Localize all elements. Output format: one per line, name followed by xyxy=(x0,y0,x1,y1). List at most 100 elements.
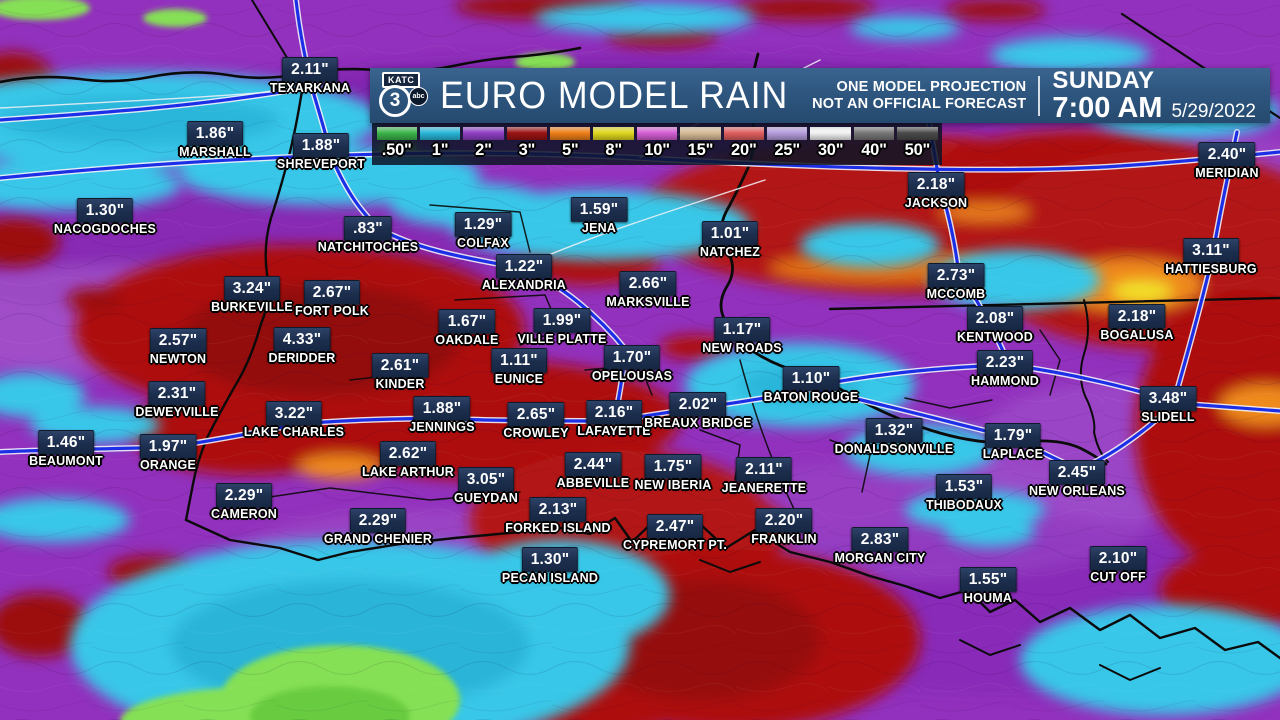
city-label: 2.18" BOGALUSA xyxy=(1100,304,1173,342)
city-label: 4.33" DERIDDER xyxy=(269,327,336,365)
city-label: 1.97" ORANGE xyxy=(139,434,197,472)
city-name: KENTWOOD xyxy=(957,329,1033,344)
rainfall-value: 1.17" xyxy=(713,317,771,342)
city-label: 1.29" COLFAX xyxy=(454,212,512,250)
city-label: 2.16" LAFAYETTE xyxy=(577,400,651,438)
city-name: NEW IBERIA xyxy=(634,477,712,492)
legend-tick: 5" xyxy=(549,127,592,161)
city-label: 2.66" MARKSVILLE xyxy=(606,271,689,309)
city-label: 1.53" THIBODAUX xyxy=(926,474,1002,512)
city-label: 3.48" SLIDELL xyxy=(1139,386,1197,424)
city-label: 1.70" OPELOUSAS xyxy=(592,345,672,383)
city-name: FORKED ISLAND xyxy=(505,520,611,535)
city-name: BREAUX BRIDGE xyxy=(644,415,752,430)
katc-logo-text: KATC xyxy=(382,71,421,88)
legend-tick: 15" xyxy=(679,127,722,161)
rainfall-value: 3.05" xyxy=(457,467,515,492)
legend-swatch xyxy=(853,127,895,140)
city-name: NEW ORLEANS xyxy=(1029,483,1125,498)
valid-day: SUNDAY xyxy=(1052,66,1155,94)
abc-network-badge: abc xyxy=(409,86,428,106)
city-label: 2.02" BREAUX BRIDGE xyxy=(644,392,752,430)
city-label: 1.75" NEW IBERIA xyxy=(635,454,712,492)
disclaimer-line-2: NOT AN OFFICIAL FORECAST xyxy=(812,95,1027,112)
city-label: 3.11" HATTIESBURG xyxy=(1165,238,1257,276)
legend-tick: 50" xyxy=(896,127,939,161)
city-name: GUEYDAN xyxy=(454,490,518,505)
city-label: 1.99" VILLE PLATTE xyxy=(518,308,607,346)
city-name: JACKSON xyxy=(904,195,968,210)
city-name: MARSHALL xyxy=(179,144,251,159)
legend-swatch xyxy=(593,127,634,140)
city-name: HATTIESBURG xyxy=(1165,261,1257,276)
city-label: 2.57" NEWTON xyxy=(149,328,207,366)
city-label: 3.24" BURKEVILLE xyxy=(211,276,293,314)
city-name: LAKE ARTHUR xyxy=(361,464,455,479)
rainfall-value: 1.86" xyxy=(186,121,244,146)
city-label: 1.01" NATCHEZ xyxy=(700,221,760,259)
rainfall-value: 1.55" xyxy=(959,567,1017,592)
city-label: 1.88" SHREVEPORT xyxy=(277,133,365,171)
city-name: TEXARKANA xyxy=(269,80,351,95)
disclaimer-line-1: ONE MODEL PROJECTION xyxy=(836,78,1027,95)
rainfall-value: 2.66" xyxy=(619,271,677,296)
city-label: 2.44" ABBEVILLE xyxy=(557,452,630,490)
rainfall-value: 1.30" xyxy=(76,198,134,223)
city-name: ALEXANDRIA xyxy=(482,277,566,292)
city-label: 2.31" DEWEYVILLE xyxy=(135,381,218,419)
city-label: 2.08" KENTWOOD xyxy=(957,306,1033,344)
legend-swatch xyxy=(767,127,808,140)
city-label: 2.13" FORKED ISLAND xyxy=(505,497,610,535)
city-name: FRANKLIN xyxy=(751,531,817,546)
city-name: OAKDALE xyxy=(435,332,499,347)
legend-tick-label: 8" xyxy=(605,141,622,159)
rainfall-value: 2.18" xyxy=(907,172,965,197)
rainfall-value: 2.18" xyxy=(1108,304,1166,329)
city-name: CAMERON xyxy=(211,506,277,521)
disclaimer-text: ONE MODEL PROJECTION NOT AN OFFICIAL FOR… xyxy=(812,79,1026,112)
city-name: FORT POLK xyxy=(294,303,370,318)
city-label: 1.32" DONALDSONVILLE xyxy=(835,418,954,456)
city-name: HOUMA xyxy=(963,590,1013,605)
katc-logo: KATC 3 abc xyxy=(378,71,432,121)
legend-swatch xyxy=(723,127,765,140)
rainfall-value: 2.08" xyxy=(966,306,1024,331)
city-label: 1.22" ALEXANDRIA xyxy=(482,254,566,292)
rainfall-value: 2.62" xyxy=(379,441,437,466)
city-name: NATCHEZ xyxy=(699,244,761,259)
header-divider xyxy=(1038,75,1041,116)
city-name: CROWLEY xyxy=(503,425,569,440)
city-label: 3.22" LAKE CHARLES xyxy=(244,401,344,439)
city-name: MARKSVILLE xyxy=(606,294,690,309)
rainfall-value: 1.75" xyxy=(644,454,702,479)
legend-swatch xyxy=(419,127,461,140)
legend-tick: 20" xyxy=(722,127,765,161)
rainfall-value: 2.57" xyxy=(149,328,207,353)
city-label: 2.40" MERIDIAN xyxy=(1195,142,1259,180)
rainfall-value: 1.22" xyxy=(495,254,553,279)
rainfall-value: 2.40" xyxy=(1198,142,1256,167)
valid-time: 7:00 AM xyxy=(1052,91,1163,124)
city-name: KINDER xyxy=(375,376,425,391)
city-name: DONALDSONVILLE xyxy=(834,441,954,456)
page-title: EURO MODEL RAIN xyxy=(440,74,789,117)
city-label: 2.47" CYPREMORT PT. xyxy=(623,514,727,552)
city-label: 2.45" NEW ORLEANS xyxy=(1029,460,1125,498)
city-label: 2.83" MORGAN CITY xyxy=(834,527,925,565)
rainfall-value: 3.11" xyxy=(1183,238,1239,263)
rainfall-value: 2.11" xyxy=(282,57,338,82)
rainfall-color-scale: .50" 1" 2" 3" 5" 8" 10" 15" 20" 25" 30" 40" 50" xyxy=(372,123,942,165)
legend-tick: 25" xyxy=(766,127,809,161)
legend-tick-label: 5" xyxy=(561,141,579,159)
rainfall-value: 2.29" xyxy=(215,483,273,508)
rainfall-value: 2.13" xyxy=(529,497,587,522)
rainfall-value: 1.30" xyxy=(521,547,579,572)
city-name: MORGAN CITY xyxy=(834,550,926,565)
legend-tick-label: 40" xyxy=(861,141,887,159)
legend-tick-label: 30" xyxy=(817,141,844,159)
rainfall-value: 1.88" xyxy=(413,396,471,421)
city-label: 1.55" HOUMA xyxy=(959,567,1017,605)
rainfall-value: 3.48" xyxy=(1139,386,1197,411)
city-name: LAKE CHARLES xyxy=(243,424,345,439)
